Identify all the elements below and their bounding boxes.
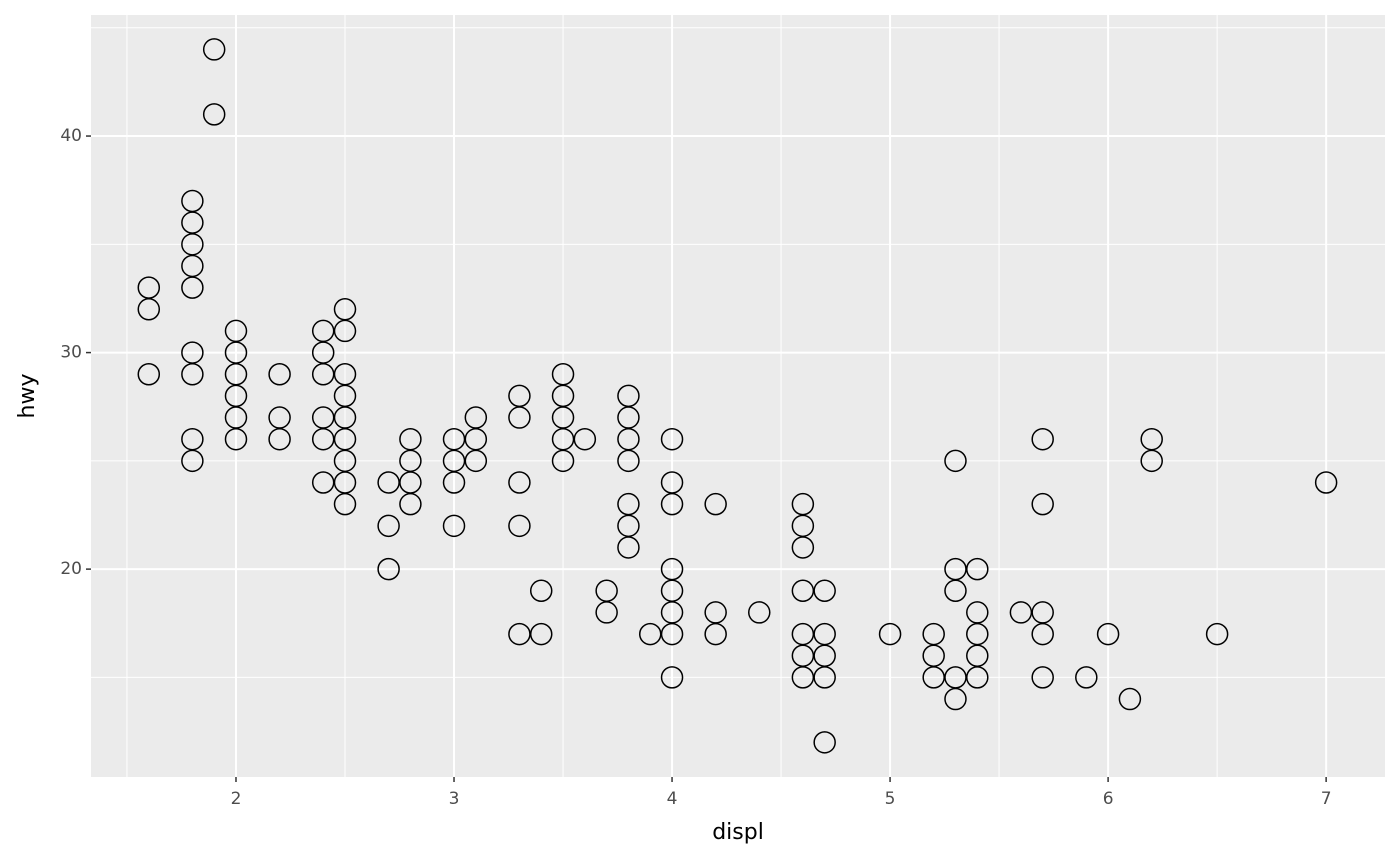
point bbox=[377, 471, 400, 494]
point bbox=[181, 449, 204, 473]
point bbox=[944, 449, 967, 473]
point bbox=[1140, 449, 1163, 473]
point bbox=[1096, 622, 1120, 646]
point bbox=[660, 666, 684, 689]
x-axis-title: displ bbox=[712, 820, 764, 845]
point bbox=[268, 362, 291, 386]
y-tick-label: 40 bbox=[60, 126, 82, 146]
point bbox=[529, 622, 553, 646]
point bbox=[377, 557, 400, 581]
point bbox=[311, 471, 335, 494]
point bbox=[748, 601, 771, 624]
point bbox=[311, 427, 335, 451]
point bbox=[1031, 492, 1054, 516]
point bbox=[508, 406, 531, 429]
grid bbox=[91, 15, 1385, 777]
point bbox=[704, 622, 727, 646]
point bbox=[1009, 601, 1033, 624]
point bbox=[1118, 687, 1142, 711]
point bbox=[966, 557, 989, 581]
x-tick-label: 3 bbox=[449, 789, 460, 809]
x-tick-label: 6 bbox=[1103, 789, 1114, 809]
point bbox=[922, 666, 945, 689]
point bbox=[704, 492, 727, 516]
point bbox=[377, 514, 400, 538]
point bbox=[878, 622, 902, 646]
point bbox=[1031, 622, 1054, 646]
point bbox=[660, 427, 684, 451]
point bbox=[944, 579, 967, 603]
point bbox=[137, 298, 161, 321]
x-tick-label: 4 bbox=[667, 789, 678, 809]
points bbox=[137, 38, 1338, 754]
point bbox=[813, 579, 836, 603]
point bbox=[944, 687, 967, 711]
point bbox=[442, 514, 466, 538]
panel bbox=[91, 15, 1385, 777]
point bbox=[813, 731, 836, 754]
point bbox=[464, 449, 488, 473]
point bbox=[333, 492, 357, 516]
x-tick-label: 5 bbox=[885, 789, 896, 809]
point bbox=[617, 536, 640, 559]
point bbox=[202, 103, 226, 126]
point bbox=[551, 449, 575, 473]
point bbox=[268, 427, 291, 451]
point bbox=[791, 536, 815, 559]
point bbox=[1031, 666, 1054, 689]
point bbox=[660, 622, 684, 646]
point bbox=[224, 427, 248, 451]
point bbox=[508, 622, 531, 646]
point bbox=[791, 666, 815, 689]
point bbox=[573, 427, 597, 451]
point bbox=[1205, 622, 1229, 646]
point bbox=[202, 38, 226, 61]
point bbox=[1314, 471, 1338, 494]
y-axis-title: hwy bbox=[15, 374, 40, 419]
y-tick-label: 20 bbox=[60, 559, 82, 579]
point bbox=[791, 579, 815, 603]
point bbox=[813, 666, 836, 689]
point bbox=[137, 362, 161, 386]
x-tick-label: 2 bbox=[231, 789, 242, 809]
point bbox=[442, 471, 466, 494]
point bbox=[529, 579, 553, 603]
point bbox=[617, 449, 640, 473]
point bbox=[1075, 666, 1098, 689]
point bbox=[311, 362, 335, 386]
point bbox=[399, 492, 422, 516]
point bbox=[660, 492, 684, 516]
point bbox=[181, 276, 204, 299]
point bbox=[508, 514, 531, 538]
point bbox=[508, 471, 531, 494]
point bbox=[966, 666, 989, 689]
point bbox=[181, 362, 204, 386]
point bbox=[1031, 427, 1054, 451]
point bbox=[333, 319, 357, 343]
point bbox=[595, 601, 618, 624]
point bbox=[638, 622, 662, 646]
x-tick-label: 7 bbox=[1321, 789, 1332, 809]
y-tick-label: 30 bbox=[60, 343, 82, 363]
